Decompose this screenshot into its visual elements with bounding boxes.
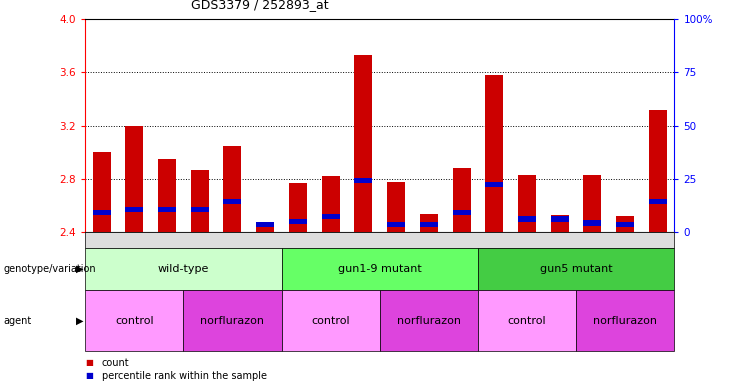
Bar — [256, 222, 274, 227]
Bar — [420, 214, 438, 232]
Bar — [485, 182, 503, 187]
Text: norflurazon: norflurazon — [201, 316, 265, 326]
Bar — [289, 183, 307, 232]
Bar — [158, 159, 176, 232]
Bar — [420, 222, 438, 227]
Bar — [453, 169, 471, 232]
Bar — [224, 146, 242, 232]
Bar — [387, 182, 405, 232]
Bar — [649, 199, 667, 204]
Bar — [354, 55, 373, 232]
Text: gun5 mutant: gun5 mutant — [539, 264, 613, 274]
Text: control: control — [311, 316, 350, 326]
Bar — [93, 152, 110, 232]
Bar — [289, 219, 307, 224]
Bar — [583, 175, 602, 232]
Text: ▶: ▶ — [76, 316, 84, 326]
Bar — [158, 207, 176, 212]
Text: agent: agent — [4, 316, 32, 326]
Bar — [322, 214, 339, 219]
Bar — [453, 210, 471, 215]
Bar — [256, 223, 274, 232]
Text: norflurazon: norflurazon — [397, 316, 461, 326]
Bar — [125, 207, 143, 212]
Text: ■: ■ — [85, 371, 93, 380]
Text: control: control — [115, 316, 153, 326]
Text: ▶: ▶ — [76, 264, 84, 274]
Bar — [125, 126, 143, 232]
Text: norflurazon: norflurazon — [594, 316, 657, 326]
Bar — [93, 210, 110, 215]
Bar — [190, 207, 209, 212]
Bar — [387, 222, 405, 227]
Bar — [518, 216, 536, 222]
Bar — [354, 178, 373, 183]
Text: gun1-9 mutant: gun1-9 mutant — [338, 264, 422, 274]
Text: GDS3379 / 252893_at: GDS3379 / 252893_at — [191, 0, 329, 12]
Bar — [224, 199, 242, 204]
Bar — [190, 170, 209, 232]
Bar — [322, 176, 339, 232]
Text: percentile rank within the sample: percentile rank within the sample — [102, 371, 267, 381]
Bar — [649, 110, 667, 232]
Bar — [617, 222, 634, 227]
Text: ■: ■ — [85, 358, 93, 367]
Bar — [485, 75, 503, 232]
Bar — [551, 216, 569, 222]
Text: wild-type: wild-type — [158, 264, 209, 274]
Text: count: count — [102, 358, 129, 368]
Bar — [518, 175, 536, 232]
Bar — [551, 215, 569, 232]
Bar — [617, 216, 634, 232]
Text: control: control — [508, 316, 546, 326]
Bar — [583, 220, 602, 226]
Text: genotype/variation: genotype/variation — [4, 264, 96, 274]
